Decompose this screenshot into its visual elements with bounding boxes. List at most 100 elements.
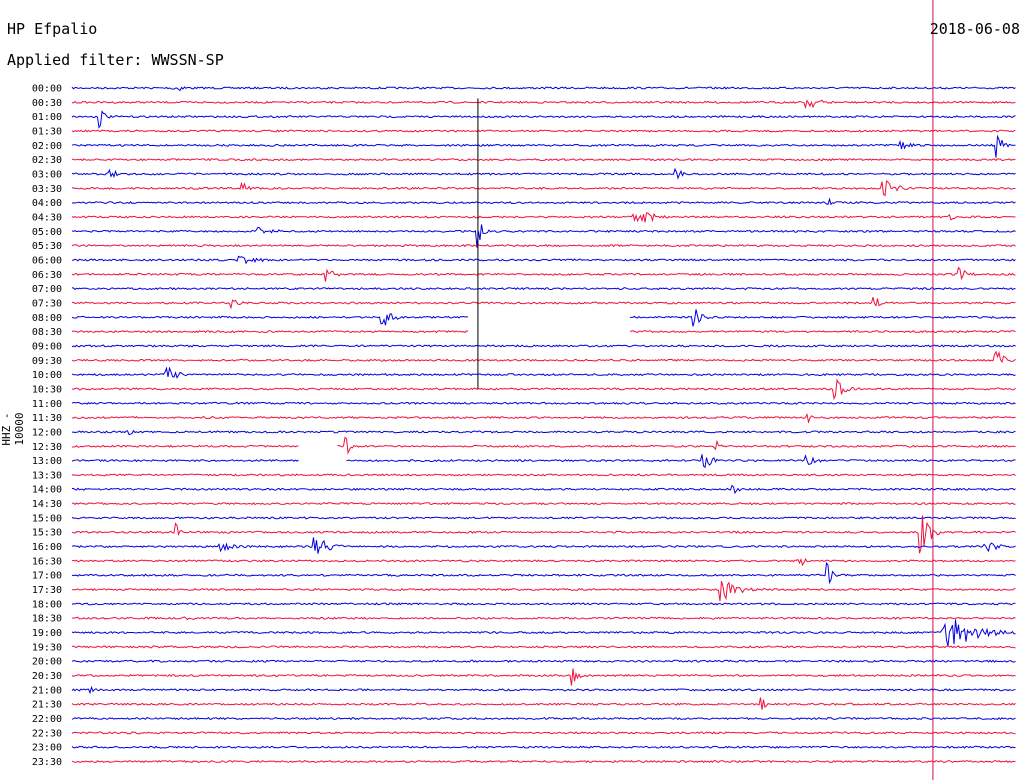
row-label-4: 02:00 [32, 141, 62, 152]
row-label-27: 13:30 [32, 470, 62, 481]
row-label-11: 05:30 [32, 241, 62, 252]
trace-row-0 [71, 86, 1016, 92]
trace-row-6 [71, 167, 1016, 180]
row-label-46: 23:00 [32, 743, 62, 754]
row-label-15: 07:30 [32, 298, 62, 309]
trace-row-17 [71, 329, 1016, 334]
row-label-34: 17:00 [32, 571, 62, 582]
trace-row-39 [71, 645, 1016, 649]
trace-row-1 [71, 99, 1016, 110]
trace-row-2 [71, 110, 1016, 129]
trace-row-19 [71, 350, 1016, 364]
row-label-22: 11:00 [32, 399, 62, 410]
row-label-37: 18:30 [32, 614, 62, 625]
trace-row-22 [71, 401, 1016, 405]
row-label-19: 09:30 [32, 356, 62, 367]
row-label-36: 18:00 [32, 599, 62, 610]
trace-row-4 [71, 134, 1016, 158]
trace-row-23 [71, 412, 1016, 424]
row-label-47: 23:30 [32, 757, 62, 768]
row-label-29: 14:30 [32, 499, 62, 510]
row-label-0: 00:00 [32, 84, 62, 95]
trace-row-45 [71, 731, 1016, 735]
row-label-20: 10:00 [32, 370, 62, 381]
trace-row-16 [71, 309, 1016, 327]
trace-row-40 [71, 659, 1016, 663]
trace-row-31 [71, 515, 1016, 554]
row-label-21: 10:30 [32, 384, 62, 395]
row-label-31: 15:30 [32, 528, 62, 539]
row-label-16: 08:00 [32, 313, 62, 324]
trace-row-10 [71, 224, 1016, 248]
trace-row-14 [71, 287, 1016, 291]
row-label-43: 21:30 [32, 700, 62, 711]
trace-row-20 [71, 366, 1016, 379]
trace-row-29 [71, 501, 1016, 506]
trace-row-28 [71, 484, 1016, 495]
row-label-30: 15:00 [32, 513, 62, 524]
channel-label: HHZ - 10000 [0, 412, 26, 446]
trace-row-8 [71, 197, 1016, 206]
row-label-17: 08:30 [32, 327, 62, 338]
traces [71, 86, 1016, 764]
row-label-23: 11:30 [32, 413, 62, 424]
trace-row-11 [71, 243, 1016, 248]
row-label-7: 03:30 [32, 184, 62, 195]
row-label-40: 20:00 [32, 657, 62, 668]
row-label-14: 07:00 [32, 284, 62, 295]
row-label-13: 06:30 [32, 270, 62, 281]
trace-row-21 [71, 378, 1016, 401]
trace-row-9 [71, 212, 1016, 223]
trace-row-24 [71, 429, 1016, 436]
station-title: HP Efpalio [7, 20, 98, 38]
trace-row-38 [71, 619, 1016, 647]
trace-row-30 [71, 516, 1016, 520]
row-label-10: 05:00 [32, 227, 62, 238]
row-label-6: 03:00 [32, 170, 62, 181]
trace-row-27 [71, 473, 1016, 477]
row-labels: 00:00 00:30 01:00 01:30 02:00 02:30 03:00 03:30… [32, 84, 62, 769]
filter-label: Applied filter: WWSSN-SP [7, 51, 224, 69]
row-label-41: 20:30 [32, 671, 62, 682]
row-label-26: 13:00 [32, 456, 62, 467]
trace-row-13 [71, 266, 1016, 282]
trace-row-3 [71, 129, 1016, 133]
trace-row-25 [71, 436, 1016, 455]
row-label-8: 04:00 [32, 198, 62, 209]
trace-row-42 [71, 685, 1016, 695]
trace-row-12 [71, 255, 1016, 265]
row-label-1: 00:30 [32, 98, 62, 109]
trace-row-44 [71, 716, 1016, 721]
row-label-42: 21:00 [32, 685, 62, 696]
row-label-33: 16:30 [32, 556, 62, 567]
row-label-45: 22:30 [32, 728, 62, 739]
trace-row-7 [71, 180, 1016, 197]
trace-row-34 [71, 561, 1016, 585]
trace-row-46 [71, 745, 1016, 749]
trace-row-5 [71, 158, 1016, 162]
trace-row-15 [71, 297, 1016, 310]
trace-row-41 [71, 668, 1016, 686]
row-label-5: 02:30 [32, 155, 62, 166]
trace-row-33 [71, 557, 1016, 567]
row-label-44: 22:00 [32, 714, 62, 725]
trace-row-32 [71, 537, 1016, 554]
date-label: 2018-06-08 [929, 20, 1020, 38]
trace-row-18 [71, 344, 1016, 348]
row-label-24: 12:00 [32, 427, 62, 438]
row-label-35: 17:30 [32, 585, 62, 596]
marker-lines [477, 0, 934, 780]
trace-row-43 [71, 697, 1016, 710]
row-label-12: 06:00 [32, 256, 62, 267]
row-label-32: 16:00 [32, 542, 62, 553]
trace-row-35 [71, 580, 1016, 602]
row-label-18: 09:00 [32, 341, 62, 352]
row-label-2: 01:00 [32, 112, 62, 123]
trace-row-36 [71, 602, 1016, 606]
row-label-38: 19:00 [32, 628, 62, 639]
row-label-28: 14:00 [32, 485, 62, 496]
row-label-3: 01:30 [32, 127, 62, 138]
trace-row-37 [71, 616, 1016, 621]
trace-row-26 [71, 454, 1016, 469]
